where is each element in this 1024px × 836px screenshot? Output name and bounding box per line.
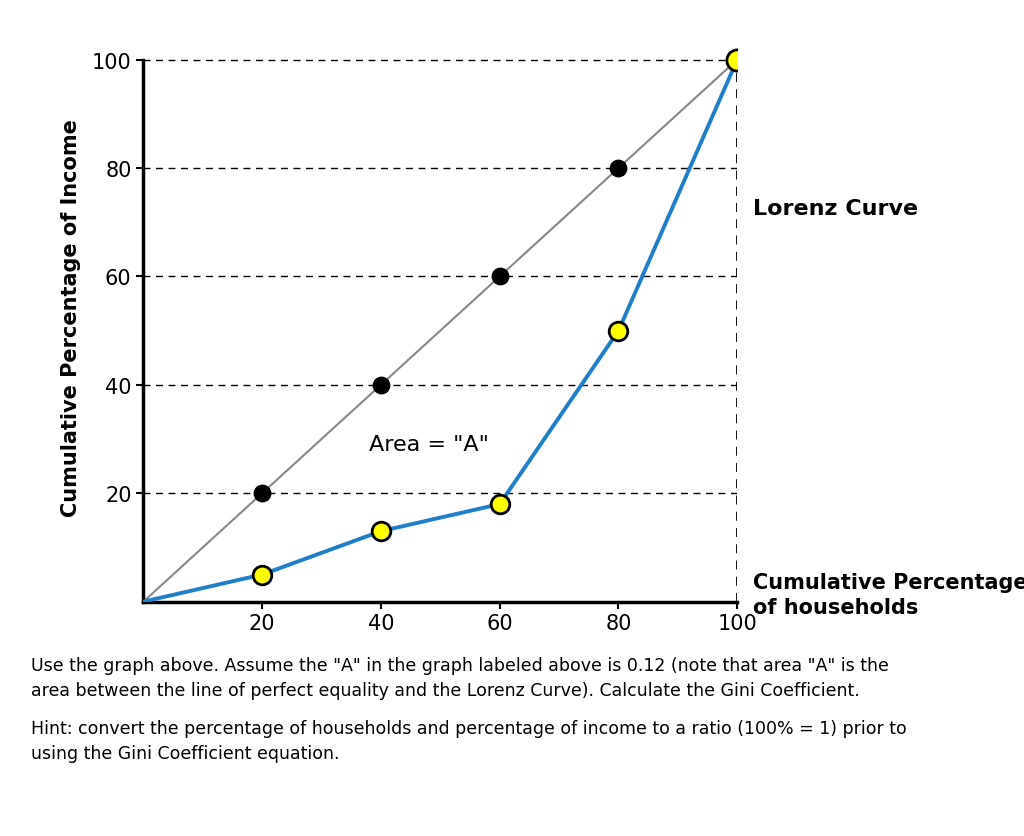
Text: Cumulative Percentage: Cumulative Percentage <box>753 573 1024 593</box>
Text: of households: of households <box>753 598 918 618</box>
Point <box>373 379 389 392</box>
Point <box>610 324 627 338</box>
Point <box>254 568 270 582</box>
Text: Use the graph above. Assume the "A" in the graph labeled above is 0.12 (note tha: Use the graph above. Assume the "A" in t… <box>31 656 889 675</box>
Y-axis label: Cumulative Percentage of Income: Cumulative Percentage of Income <box>60 119 81 517</box>
Text: area between the line of perfect equality and the Lorenz Curve). Calculate the G: area between the line of perfect equalit… <box>31 681 859 700</box>
Point <box>373 525 389 538</box>
Point <box>729 54 745 67</box>
Point <box>729 54 745 67</box>
Text: Area = "A": Area = "A" <box>369 435 488 454</box>
Text: Hint: convert the percentage of households and percentage of income to a ratio (: Hint: convert the percentage of househol… <box>31 719 906 737</box>
Text: Lorenz Curve: Lorenz Curve <box>753 199 918 219</box>
Point <box>492 270 508 283</box>
Point <box>254 487 270 500</box>
Point <box>610 162 627 176</box>
Text: using the Gini Coefficient equation.: using the Gini Coefficient equation. <box>31 744 339 762</box>
Point <box>492 497 508 511</box>
